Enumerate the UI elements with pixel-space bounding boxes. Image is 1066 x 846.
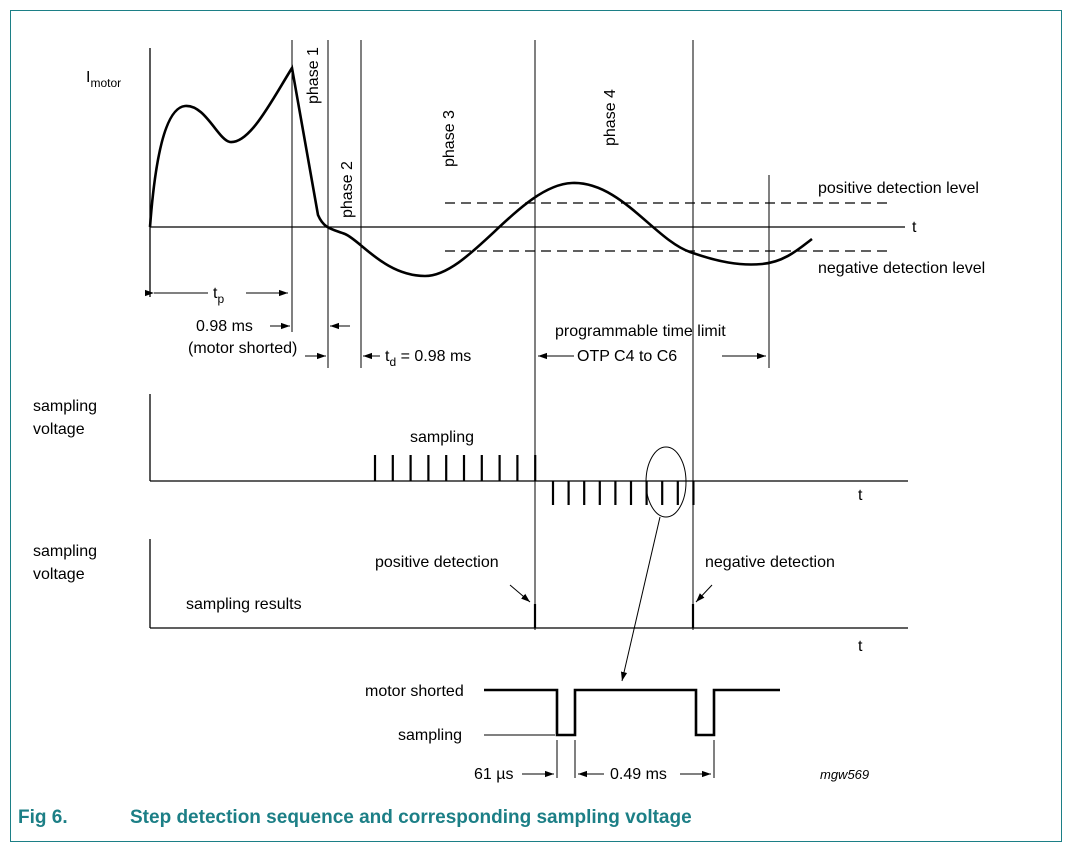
zoom-circle xyxy=(645,446,687,518)
figure-title: Step detection sequence and correspondin… xyxy=(130,807,692,828)
time-limit-otp-label: OTP C4 to C6 xyxy=(577,348,677,365)
time-limit-label: programmable time limit xyxy=(555,323,726,340)
tp-label: tp xyxy=(213,285,224,306)
results-voltage-label-2: voltage xyxy=(33,566,85,583)
pulse-period-label: 0.49 ms xyxy=(610,766,667,783)
current-label: Imotor xyxy=(86,69,121,90)
sampling-voltage-panel: t sampling voltage sampling xyxy=(33,394,908,682)
figure-number: Fig 6. xyxy=(18,807,68,828)
figure-caption: Fig 6. Step detection sequence and corres… xyxy=(18,807,692,829)
sampling-pulses-phase3 xyxy=(373,455,537,481)
phase-1-label: phase 1 xyxy=(305,47,322,104)
zoom-arrow xyxy=(620,516,661,682)
shorted-note-label: (motor shorted) xyxy=(188,340,297,357)
sampling-pulse-waveform xyxy=(484,688,780,737)
negative-detection-level-label: negative detection level xyxy=(818,260,985,277)
motor-current-curve xyxy=(148,64,813,278)
figure-frame xyxy=(10,10,1062,842)
sampling-t-label: t xyxy=(858,487,863,504)
negative-detection-label: negative detection xyxy=(705,554,835,571)
negative-detection-arrow xyxy=(695,584,713,603)
figure-code-label: mgw569 xyxy=(820,767,869,782)
positive-detection-level-label: positive detection level xyxy=(818,180,979,197)
results-t-label: t xyxy=(858,638,863,655)
sampling-label: sampling xyxy=(410,429,474,446)
sampling-pulses-phase4 xyxy=(551,481,695,505)
sampling-state-label: sampling xyxy=(398,727,462,744)
sampling-voltage-label-2: voltage xyxy=(33,421,85,438)
sampling-detail: motor shorted sampling 61 µs 0.49 ms mgw… xyxy=(365,683,869,783)
positive-detection-arrow xyxy=(509,584,531,603)
motor-shorted-label: motor shorted xyxy=(365,683,464,700)
phase-4-label: phase 4 xyxy=(602,89,619,146)
step-detection-diagram: t Imotor phase 1 phase 2 phase 3 phase 4… xyxy=(33,40,985,783)
pulse-width-label: 61 µs xyxy=(474,766,513,783)
sampling-voltage-label-1: sampling xyxy=(33,398,97,415)
td-label: td = 0.98 ms xyxy=(385,348,471,369)
current-t-label: t xyxy=(912,219,917,236)
positive-detection-label: positive detection xyxy=(375,554,499,571)
results-voltage-label-1: sampling xyxy=(33,543,97,560)
shorted-time-label: 0.98 ms xyxy=(196,318,253,335)
sampling-results-panel: t sampling voltage sampling results posi… xyxy=(33,539,908,655)
sampling-results-label: sampling results xyxy=(186,596,302,613)
phase-3-label: phase 3 xyxy=(441,110,458,167)
motor-current-panel: t Imotor phase 1 phase 2 phase 3 phase 4… xyxy=(86,40,985,630)
phase-2-label: phase 2 xyxy=(339,161,356,218)
